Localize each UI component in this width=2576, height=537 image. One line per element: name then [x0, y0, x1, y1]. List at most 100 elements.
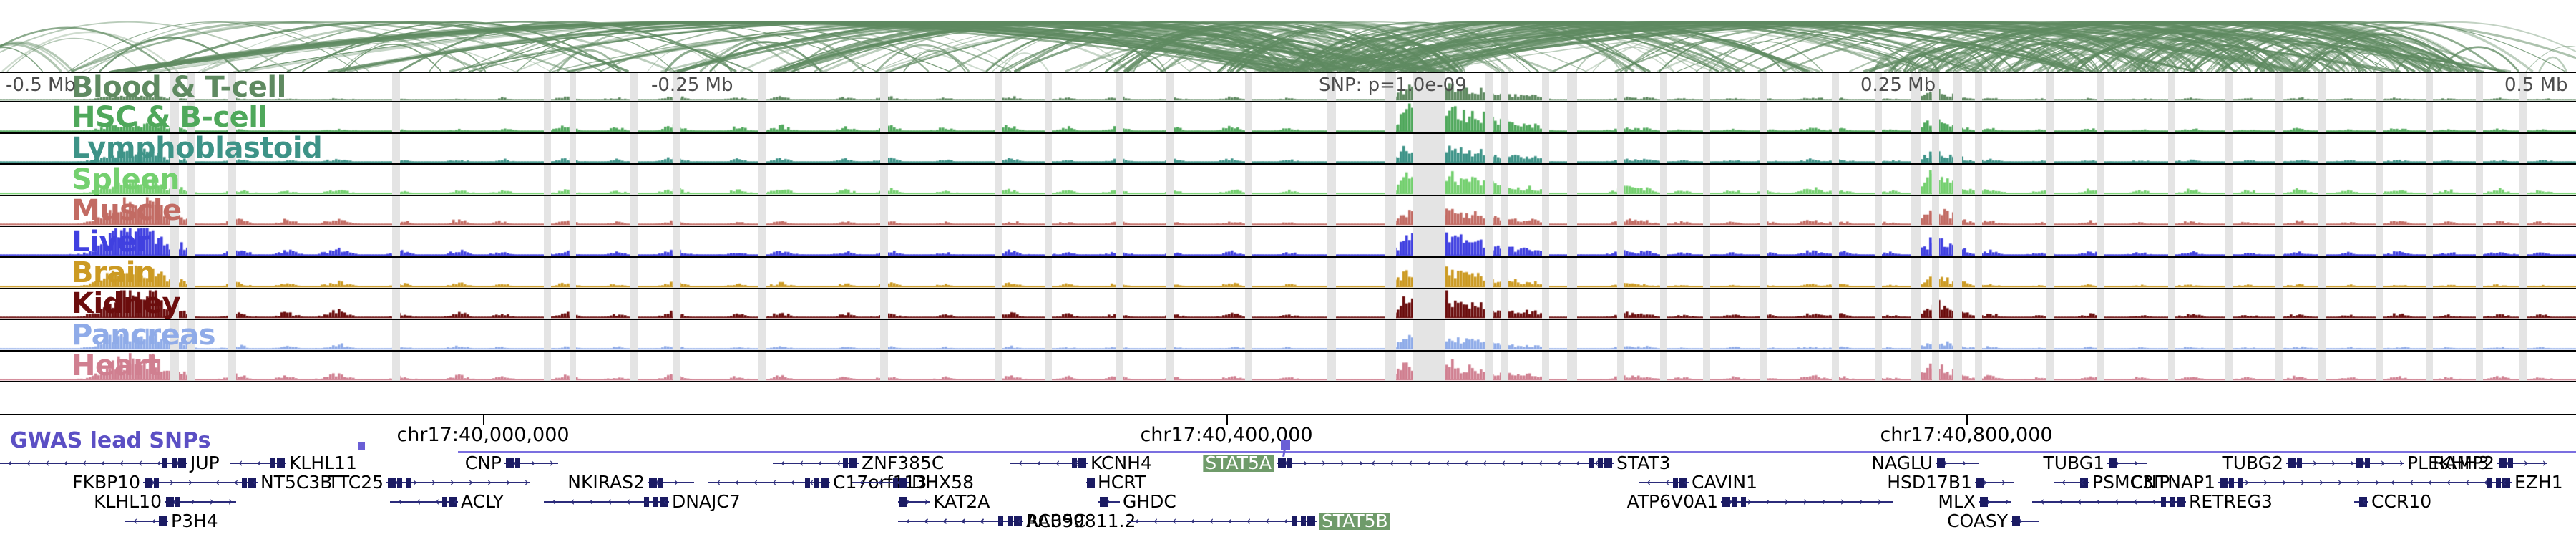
gene-label[interactable]: DHX58 — [912, 472, 974, 493]
gene-label[interactable]: CCR10 — [2371, 491, 2432, 512]
gene-model[interactable]: › › — [1979, 493, 2011, 511]
coverage-track-kidney[interactable]: Kidney — [0, 289, 2576, 321]
gene-label[interactable]: ZNF385C — [862, 453, 945, 473]
shaded-region — [2275, 102, 2283, 132]
gene-label[interactable]: TUBG1 — [2043, 453, 2104, 473]
gene-label[interactable]: HSD17B1 — [1887, 472, 1972, 493]
gene-exon — [849, 458, 857, 468]
gene-model[interactable]: › › — [1975, 473, 2014, 492]
coverage-track-brain[interactable]: Brain — [0, 258, 2576, 289]
gene-label[interactable]: ATP6V0A1 — [1626, 491, 1718, 512]
gene-label[interactable]: CNTNAP1 — [2130, 472, 2215, 493]
strand-arrow-icon: › — [505, 475, 511, 490]
gene-model[interactable]: ‹ ‹ ‹ ‹ — [1010, 454, 1088, 473]
gene-annotation-track[interactable]: ‹ ‹ ‹ ‹ ‹ ‹ ‹ ‹ ‹ ‹ JUP ‹ ‹ ‹ KLHL11 › › › CNP ‹ ‹ ‹ ‹ ZNF385C ‹… — [0, 454, 2576, 537]
shaded-region — [995, 73, 1002, 102]
gene-model[interactable]: ‹ ‹ ‹ ‹ ‹ ‹ ‹ ‹ ‹ ‹ — [0, 454, 187, 473]
coverage-track-panel[interactable]: Blood & T-cell -0.5 Mb -0.25 Mb SNP: p=1.0e… — [0, 72, 2576, 414]
gene-label[interactable]: RETREG3 — [2189, 491, 2273, 512]
gene-model[interactable]: › › — [1936, 454, 1979, 473]
gene-label[interactable]: KLHL10 — [94, 491, 162, 512]
gene-model[interactable]: › › — [898, 493, 930, 511]
gene-label[interactable]: STAT3 — [1616, 453, 1671, 473]
gene-label[interactable]: CAVIN1 — [1692, 472, 1758, 493]
gene-label[interactable]: DNAJC7 — [672, 491, 741, 512]
gene-model[interactable]: › › — [648, 473, 694, 492]
gene-model[interactable]: ‹ ‹ ‹ ‹ ‹ ‹ ‹ ‹ ‹ ‹ ‹ ‹ ‹ — [1363, 454, 1614, 473]
gene-label[interactable]: PSMC3IP — [2092, 472, 2170, 493]
strand-arrow-icon: › — [1340, 456, 1345, 470]
gene-model[interactable]: › — [2011, 512, 2039, 531]
coverage-track-lymphoblastoid[interactable]: Lymphoblastoid — [0, 133, 2576, 165]
gene-label[interactable]: KLHL11 — [289, 453, 357, 473]
gene-label[interactable]: NAGLU — [1871, 453, 1933, 473]
coverage-track-liver[interactable]: Liver — [0, 226, 2576, 258]
gene-label[interactable]: ACLY — [461, 491, 504, 512]
coverage-track-spleen[interactable]: Spleen — [0, 165, 2576, 196]
shaded-region — [1660, 226, 1667, 257]
gene-label[interactable]: RAMP2 — [2432, 453, 2494, 473]
shaded-region — [1542, 258, 1549, 288]
gene-label[interactable]: TUBG2 — [2222, 453, 2283, 473]
gene-model[interactable]: ‹ ‹ ‹ ‹ — [390, 493, 458, 511]
gene-model[interactable] — [1086, 473, 1095, 492]
gene-label[interactable]: HCRT — [1098, 472, 1146, 493]
gene-model[interactable]: ‹ ‹ ‹ — [1639, 473, 1689, 492]
strand-arrow-icon: ‹ — [100, 456, 106, 470]
gene-label[interactable]: STAT5B — [1319, 512, 1390, 530]
coverage-track-pancreas[interactable]: Pancreas — [0, 320, 2576, 352]
gene-label[interactable]: PLEKHH3 — [2407, 453, 2489, 473]
gene-label[interactable]: GHDC — [1123, 491, 1176, 512]
gene-model[interactable]: ‹ ‹ ‹ ‹ ‹ ‹ ‹ — [544, 493, 669, 511]
gene-label[interactable]: FKBP10 — [72, 472, 140, 493]
gene-label[interactable]: JUP — [190, 453, 220, 473]
gene-label[interactable]: NKIRAS2 — [567, 472, 645, 493]
coverage-track-heart[interactable]: Heart — [0, 351, 2576, 382]
gene-model[interactable]: › › — [2107, 454, 2147, 473]
strand-arrow-icon: ‹ — [1036, 456, 1042, 470]
gene-model[interactable]: ‹ — [2354, 493, 2368, 511]
gene-model[interactable]: › › › › — [2286, 454, 2354, 473]
gene-model[interactable]: ‹ ‹ ‹ — [230, 454, 286, 473]
gene-label[interactable]: COASY — [1947, 511, 2008, 531]
gene-model[interactable]: › › › — [2497, 454, 2547, 473]
shaded-region — [673, 289, 680, 319]
gene-label[interactable]: CNP — [464, 453, 502, 473]
gwas-lead-snp-marker[interactable] — [358, 442, 365, 450]
gene-model[interactable]: › › › › › › › › › — [2218, 473, 2383, 492]
gene-model[interactable]: ‹ ‹ ‹ — [208, 473, 258, 492]
gene-label[interactable]: KCNH4 — [1091, 453, 1152, 473]
gene-model[interactable]: › › › › — [165, 493, 236, 511]
gene-model[interactable]: ‹ ‹ — [2054, 473, 2089, 492]
gene-model[interactable]: › › › — [504, 454, 558, 473]
gwas-lead-snps-track[interactable] — [0, 432, 2576, 458]
gene-model[interactable]: ‹ ‹ ‹ — [852, 473, 909, 492]
gene-model[interactable]: › › › › › › › › — [386, 473, 530, 492]
gene-model[interactable]: ‹ ‹ ‹ ‹ ‹ ‹ — [708, 473, 830, 492]
gene-label[interactable]: AC099811.2 — [1026, 511, 1136, 531]
gene-label[interactable]: RAB5C — [1026, 511, 1086, 531]
gene-model[interactable]: ‹ ‹ ‹ ‹ ‹ ‹ ‹ — [2383, 473, 2512, 492]
strand-arrow-icon: › — [2380, 456, 2386, 470]
gene-model[interactable]: › — [1098, 493, 1120, 511]
gene-label[interactable]: TTC25 — [328, 472, 384, 493]
gene-model[interactable]: › › › › › › › › › — [1721, 493, 1893, 511]
coverage-track-hsc-b-cell[interactable]: HSC & B-cell — [0, 102, 2576, 134]
gene-label[interactable]: STAT5A — [1203, 454, 1274, 472]
gene-model[interactable]: › › › — [143, 473, 208, 492]
gene-model[interactable]: ‹ ‹ ‹ ‹ ‹ ‹ ‹ ‹ ‹ ‹ — [1127, 512, 1317, 531]
interaction-arc-panel — [0, 0, 2576, 72]
coverage-track-blood-t-cell[interactable]: Blood & T-cell -0.5 Mb -0.25 Mb SNP: p=1.0e… — [0, 72, 2576, 103]
gene-model[interactable]: › › › — [2354, 454, 2404, 473]
gene-label[interactable]: KAT2A — [933, 491, 990, 512]
gene-label[interactable]: P3H4 — [171, 511, 218, 531]
gene-label[interactable]: MLX — [1938, 491, 1976, 512]
gene-label[interactable]: EZH1 — [2514, 472, 2563, 493]
gene-model[interactable]: ‹ ‹ ‹ ‹ ‹ ‹ ‹ — [898, 512, 1023, 531]
coverage-track-muscle[interactable]: Muscle — [0, 195, 2576, 227]
gene-label[interactable]: NT5C3B — [260, 472, 333, 493]
gene-model[interactable]: ‹ ‹ ‹ ‹ — [773, 454, 859, 473]
gene-model[interactable]: › › › › › — [1277, 454, 1363, 473]
gene-model[interactable]: ‹ ‹ — [125, 512, 168, 531]
gene-model[interactable]: ‹ ‹ ‹ ‹ ‹ ‹ ‹ ‹ — [2032, 493, 2186, 511]
